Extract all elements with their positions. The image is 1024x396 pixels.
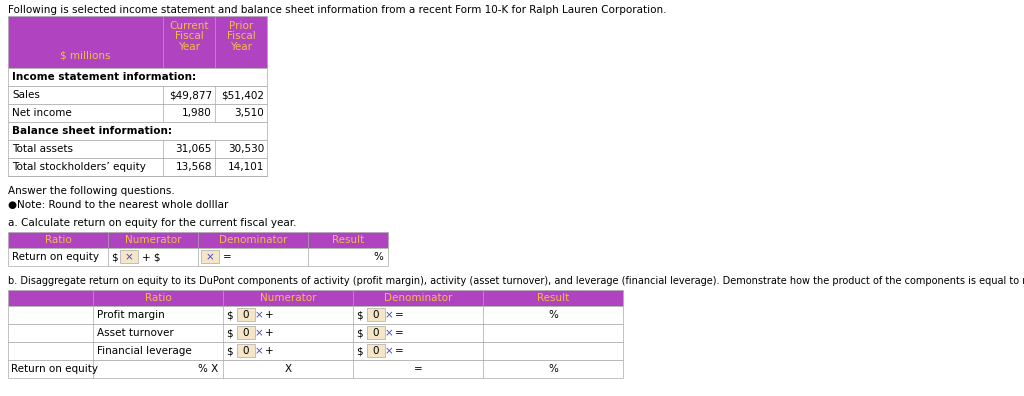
Text: $: $ [356,346,362,356]
Bar [237,344,255,357]
Text: ×: × [385,346,394,356]
Text: 13,568: 13,568 [175,162,212,172]
Bar [8,306,623,324]
Bar [8,324,623,342]
Text: Numerator: Numerator [125,235,181,245]
Text: Denominator: Denominator [219,235,287,245]
Text: %: % [548,364,558,374]
Text: Numerator: Numerator [260,293,316,303]
Text: =: = [395,346,403,356]
Bar [201,250,219,263]
Bar [8,360,623,378]
Text: Year: Year [178,42,200,52]
Text: Financial leverage: Financial leverage [97,346,191,356]
Bar [367,308,385,321]
Text: $51,402: $51,402 [221,90,264,100]
Text: Total assets: Total assets [12,144,73,154]
Text: ×: × [385,328,394,338]
Text: $: $ [226,346,232,356]
Text: ×: × [255,310,264,320]
Text: Result: Result [537,293,569,303]
Bar [8,158,267,176]
Text: + $: + $ [142,252,161,262]
Text: Result: Result [332,235,365,245]
Text: b. Disaggregate return on equity to its DuPont components of activity (profit ma: b. Disaggregate return on equity to its … [8,276,1024,286]
Text: $ millions: $ millions [59,50,111,60]
Text: 14,101: 14,101 [227,162,264,172]
Text: Income statement information:: Income statement information: [12,72,197,82]
Text: 0: 0 [373,346,379,356]
Bar [8,68,267,86]
Text: Fiscal: Fiscal [226,31,255,41]
Text: 0: 0 [243,346,249,356]
Text: +: + [265,328,273,338]
Text: 0: 0 [373,328,379,338]
Text: +: + [265,310,273,320]
Text: =: = [223,252,231,262]
Text: % X: % X [198,364,218,374]
Text: %: % [373,252,383,262]
Text: X: X [285,364,292,374]
Text: 0: 0 [243,310,249,320]
Bar [8,122,267,140]
Text: Year: Year [230,42,252,52]
Text: Following is selected income statement and balance sheet information from a rece: Following is selected income statement a… [8,5,667,15]
Bar [367,344,385,357]
Text: $: $ [111,252,118,262]
Bar [8,290,623,306]
Text: 1,980: 1,980 [182,108,212,118]
Text: 31,065: 31,065 [176,144,212,154]
Text: Sales: Sales [12,90,40,100]
Text: Prior: Prior [229,21,253,31]
Text: %: % [548,310,558,320]
Text: Return on equity: Return on equity [11,364,98,374]
Bar [8,104,267,122]
Text: Profit margin: Profit margin [97,310,165,320]
Text: $: $ [226,328,232,338]
Text: ●Note: Round to the nearest whole dolllar: ●Note: Round to the nearest whole dollla… [8,200,228,210]
Text: ×: × [125,252,133,262]
Text: =: = [395,310,403,320]
Text: Answer the following questions.: Answer the following questions. [8,186,175,196]
Text: ×: × [255,346,264,356]
Bar [8,86,267,104]
Bar [367,326,385,339]
Bar [8,140,267,158]
Text: =: = [414,364,422,374]
Text: +: + [265,346,273,356]
Text: Ratio: Ratio [144,293,171,303]
Text: 0: 0 [373,310,379,320]
Text: $: $ [356,310,362,320]
Text: Ratio: Ratio [45,235,72,245]
Bar [8,16,267,68]
Text: Current: Current [169,21,209,31]
Text: $: $ [356,328,362,338]
Text: Net income: Net income [12,108,72,118]
Bar [237,326,255,339]
Text: 3,510: 3,510 [234,108,264,118]
Text: ×: × [206,252,214,262]
Text: $49,877: $49,877 [169,90,212,100]
Text: $: $ [226,310,232,320]
Text: Total stockholders’ equity: Total stockholders’ equity [12,162,145,172]
Text: 0: 0 [243,328,249,338]
Bar [8,342,623,360]
Text: Fiscal: Fiscal [175,31,204,41]
Text: Return on equity: Return on equity [12,252,99,262]
Text: ×: × [255,328,264,338]
Bar [8,248,388,266]
Bar [120,250,138,263]
Text: Balance sheet information:: Balance sheet information: [12,126,172,136]
Text: 30,530: 30,530 [227,144,264,154]
Text: ×: × [385,310,394,320]
Text: =: = [395,328,403,338]
Bar [237,308,255,321]
Text: a. Calculate return on equity for the current fiscal year.: a. Calculate return on equity for the cu… [8,218,297,228]
Text: Asset turnover: Asset turnover [97,328,174,338]
Bar [8,232,388,248]
Text: Denominator: Denominator [384,293,453,303]
